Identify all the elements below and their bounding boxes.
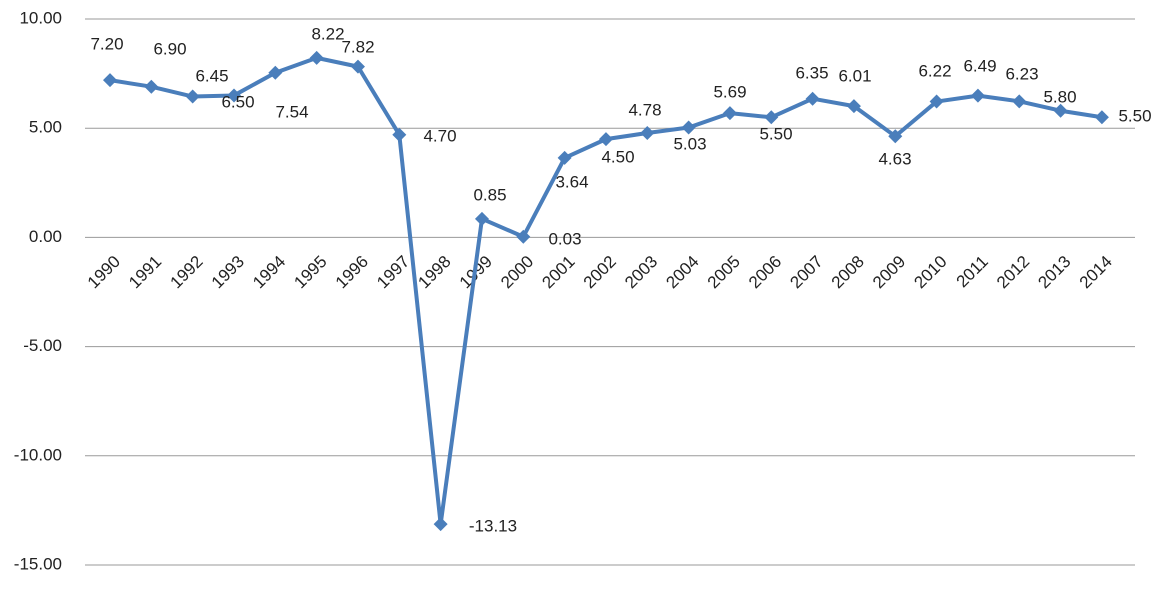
data-label: 7.82 <box>341 37 374 56</box>
data-label: -13.13 <box>469 516 517 535</box>
data-label: 6.50 <box>221 92 254 111</box>
marker <box>640 126 655 141</box>
marker <box>474 211 489 226</box>
data-label: 6.01 <box>838 66 871 85</box>
marker <box>722 106 737 121</box>
data-label: 6.90 <box>153 39 186 58</box>
x-tick-label: 1995 <box>290 252 330 292</box>
data-label: 6.23 <box>1005 64 1038 83</box>
x-tick-label: 1994 <box>249 252 289 292</box>
data-label: 0.85 <box>473 185 506 204</box>
data-label: 4.78 <box>628 100 661 119</box>
marker <box>309 50 324 65</box>
x-tick-label: 2013 <box>1034 252 1074 292</box>
x-tick-label: 2000 <box>497 252 537 292</box>
x-tick-label: 2003 <box>621 252 661 292</box>
x-tick-label: 2001 <box>538 252 578 292</box>
x-tick-label: 2004 <box>662 252 702 292</box>
x-tick-label: 1997 <box>373 252 413 292</box>
marker <box>350 59 365 74</box>
y-tick-label: 5.00 <box>29 118 62 137</box>
data-label: 5.80 <box>1043 87 1076 106</box>
marker <box>144 79 159 94</box>
data-label: 0.03 <box>548 229 581 248</box>
marker <box>392 127 407 142</box>
marker <box>1094 110 1109 125</box>
marker <box>970 88 985 103</box>
data-label: 8.22 <box>311 24 344 43</box>
data-label: 4.63 <box>878 149 911 168</box>
data-label: 4.50 <box>601 147 634 166</box>
data-label: 6.45 <box>195 66 228 85</box>
x-tick-label: 1996 <box>332 252 372 292</box>
marker <box>516 229 531 244</box>
marker <box>268 65 283 80</box>
data-label: 3.64 <box>555 172 588 191</box>
marker <box>764 110 779 125</box>
marker <box>1012 94 1027 109</box>
marker <box>557 150 572 165</box>
marker <box>681 120 696 135</box>
data-label: 6.22 <box>918 61 951 80</box>
marker <box>805 91 820 106</box>
y-tick-label: -10.00 <box>14 445 62 464</box>
marker <box>846 99 861 114</box>
x-tick-label: 1991 <box>125 252 165 292</box>
x-tick-label: 1992 <box>166 252 206 292</box>
x-tick-label: 1998 <box>414 252 454 292</box>
x-tick-label: 1990 <box>84 252 124 292</box>
x-tick-label: 2006 <box>745 252 785 292</box>
x-tick-label: 1993 <box>208 252 248 292</box>
data-label: 5.50 <box>1118 106 1151 125</box>
marker <box>1053 103 1068 118</box>
y-tick-label: -5.00 <box>23 336 62 355</box>
x-tick-label: 2002 <box>580 252 620 292</box>
x-tick-label: 2011 <box>953 252 992 291</box>
x-tick-label: 2010 <box>910 252 950 292</box>
x-tick-label: 2007 <box>786 252 826 292</box>
data-label: 7.20 <box>90 34 123 53</box>
x-tick-label: 2012 <box>993 252 1033 292</box>
x-tick-label: 2014 <box>1076 252 1116 292</box>
marker <box>226 88 241 103</box>
data-label: 5.50 <box>759 124 792 143</box>
marker <box>103 73 117 88</box>
data-label: 5.69 <box>713 82 746 101</box>
data-label: 6.35 <box>795 63 828 82</box>
x-tick-label: 2008 <box>828 252 868 292</box>
x-tick-label: 2005 <box>704 252 744 292</box>
y-tick-label: 0.00 <box>29 227 62 246</box>
marker <box>433 517 448 532</box>
x-tick-label: 2009 <box>869 252 909 292</box>
data-label: 5.03 <box>673 134 706 153</box>
marker <box>185 89 200 104</box>
y-tick-label: -15.00 <box>14 554 62 573</box>
data-label: 6.49 <box>963 56 996 75</box>
marker <box>888 129 903 144</box>
data-label: 4.70 <box>423 126 456 145</box>
y-tick-label: 10.00 <box>19 8 62 27</box>
data-label: 7.54 <box>275 102 308 121</box>
marker <box>929 94 944 109</box>
marker <box>598 132 613 147</box>
